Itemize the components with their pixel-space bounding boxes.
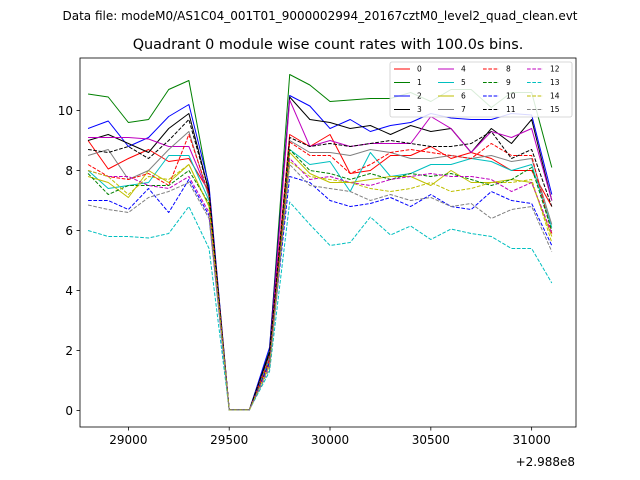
plot-frame [79, 57, 577, 428]
legend-box [389, 61, 573, 118]
chart-suptitle: Data file: modeM0/AS1C04_001T01_90000029… [62, 9, 577, 23]
legend-label-7: 7 [461, 105, 466, 114]
y-tick-label: 10 [58, 104, 73, 118]
x-tick-label: 30000 [311, 433, 349, 447]
legend-label-10: 10 [506, 92, 516, 101]
series-line-10 [88, 176, 553, 411]
chart-title: Quadrant 0 module wise count rates with … [133, 37, 524, 53]
legend-label-4: 4 [461, 65, 466, 74]
series-line-5 [87, 149, 553, 411]
legend-label-2: 2 [417, 92, 422, 101]
legend-label-3: 3 [417, 105, 422, 114]
y-tick-label: 2 [65, 344, 73, 358]
series-line-2 [87, 95, 553, 411]
plot-area [87, 74, 553, 411]
series-line-14 [87, 161, 553, 411]
x-tick-label: 29500 [210, 433, 248, 447]
series-line-15 [87, 164, 553, 411]
legend-label-13: 13 [550, 78, 560, 87]
axis-ticks: 29000 29500 30000 30500 31000 0 2 4 6 8 10 [58, 104, 551, 447]
series-line-7 [87, 131, 553, 411]
legend-label-6: 6 [461, 92, 466, 101]
series-line-11 [87, 119, 553, 411]
series-line-8 [87, 134, 553, 411]
legend-label-14: 14 [550, 92, 560, 101]
series-line-9 [87, 149, 553, 411]
y-tick-label: 8 [65, 164, 73, 178]
y-tick-label: 4 [65, 284, 73, 298]
legend-label-15: 15 [550, 105, 560, 114]
series-layer [87, 74, 553, 411]
x-axis-offset-label: +2.988e8 [516, 455, 575, 469]
legend-label-8: 8 [506, 65, 511, 74]
series-line-4 [88, 99, 553, 411]
legend-label-1: 1 [417, 78, 422, 87]
legend-label-12: 12 [550, 65, 560, 74]
legend-label-9: 9 [506, 78, 511, 87]
series-line-13 [87, 201, 553, 411]
y-tick-label: 6 [65, 224, 73, 238]
legend-label-0: 0 [417, 65, 422, 74]
x-tick-label: 31000 [513, 433, 551, 447]
x-tick-label: 29000 [109, 433, 147, 447]
legend-label-11: 11 [506, 105, 516, 114]
y-tick-label: 0 [65, 404, 73, 418]
legend-label-5: 5 [461, 78, 466, 87]
x-tick-label: 30500 [412, 433, 450, 447]
